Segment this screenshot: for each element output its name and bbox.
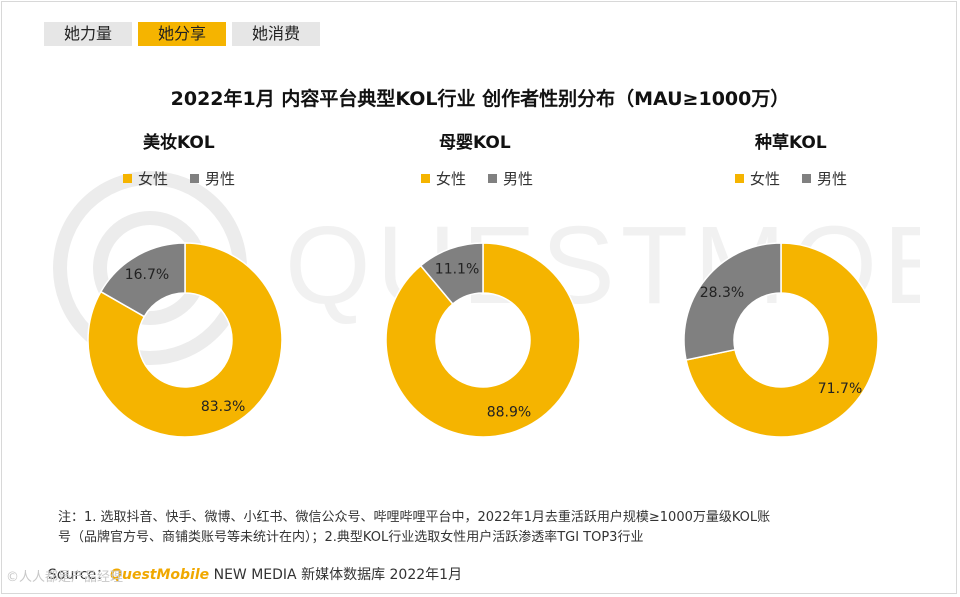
slice-label: 88.9% [487,404,531,420]
legend-female: 女性 [123,168,168,189]
legend-label: 男性 [503,170,534,188]
legend-label: 男性 [205,170,236,188]
source-line: Source：QuestMobile NEW MEDIA 新媒体数据库 2022… [48,564,462,584]
legend-swatch-female [735,174,744,183]
source-suffix: NEW MEDIA 新媒体数据库 2022年1月 [209,567,463,583]
slice-label: 16.7% [125,267,169,283]
donut-slice-male [683,242,782,361]
legend-female: 女性 [735,168,780,189]
chart-seeding-kol: 种草KOL 女性 男性 71.7% 28.3% [631,128,931,448]
chart-beauty-kol: 美妆KOL 女性 男性 83.3% 16.7% [35,128,335,448]
slice-label: 71.7% [818,381,862,397]
source-prefix: Source： [48,567,111,583]
donut-svg: 71.7% 28.3% [683,242,879,438]
legend-swatch-female [123,174,132,183]
legend-label: 女性 [750,170,781,188]
legend-label: 女性 [436,170,467,188]
legend-swatch-male [802,174,812,183]
chart-legend: 女性 男性 [735,168,847,189]
legend-male: 男性 [802,168,847,189]
slice-label: 28.3% [700,285,744,301]
donut-slice-male [99,242,186,318]
chart-legend: 女性 男性 [421,168,533,189]
slice-label: 11.1% [435,262,479,278]
legend-label: 女性 [138,170,169,188]
footnote: 注：1. 选取抖音、快手、微博、小红书、微信公众号、哔哩哔哩平台中，2022年1… [58,508,918,548]
legend-male: 男性 [488,168,533,189]
chart-maternity-kol: 母婴KOL 女性 男性 88.9% 11.1% [333,128,633,448]
corner-watermark: ©人人都是产品经理 [6,570,124,585]
donut-svg: 83.3% 16.7% [87,242,283,438]
legend-swatch-male [488,174,498,183]
chart-title: 母婴KOL [439,133,511,153]
legend-swatch-female [421,174,430,183]
legend-label: 男性 [817,170,848,188]
donut-svg: 88.9% 11.1% [385,242,581,438]
tab-her-power[interactable]: 她力量 [44,22,132,46]
donut-slice-female [685,242,879,438]
tab-her-consume[interactable]: 她消费 [232,22,320,46]
donut-slice-female [385,242,581,438]
slice-label: 83.3% [201,399,245,415]
footnote-line-2: 号（品牌官方号、商铺类账号等未统计在内）；2.典型KOL行业选取女性用户活跃渗透… [58,530,644,545]
page-title: 2022年1月 内容平台典型KOL行业 创作者性别分布（MAU≥1000万） [170,88,790,110]
chart-legend: 女性 男性 [123,168,235,189]
donut-slice-male [419,242,484,306]
source-brand: QuestMobile [110,567,210,583]
tab-bar: 她力量 她分享 她消费 [44,22,320,46]
legend-female: 女性 [421,168,466,189]
footnote-line-1: 注：1. 选取抖音、快手、微博、小红书、微信公众号、哔哩哔哩平台中，2022年1… [58,510,771,525]
chart-title: 种草KOL [755,133,827,153]
tab-her-share[interactable]: 她分享 [138,22,226,46]
chart-title: 美妆KOL [143,133,215,153]
legend-male: 男性 [190,168,235,189]
donut-slice-female [87,242,283,438]
legend-swatch-male [190,174,200,183]
